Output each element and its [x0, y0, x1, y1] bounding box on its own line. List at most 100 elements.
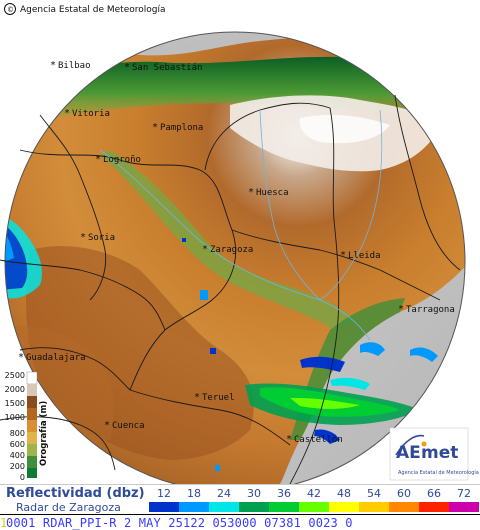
scale-swatch-54 [359, 502, 389, 512]
scale-swatch-66 [419, 502, 449, 512]
scale-swatch-60 [389, 502, 419, 512]
svg-text:*: * [398, 304, 404, 315]
iberian-range [26, 246, 254, 460]
svg-text:Logroño: Logroño [103, 155, 141, 165]
elevation-ramp-band3 [27, 408, 37, 420]
aemet-caption: Agencia Estatal de Meteorología [398, 469, 479, 476]
svg-text:Castellón: Castellón [294, 434, 343, 445]
svg-text:*: * [202, 244, 208, 255]
svg-text:Tarragona: Tarragona [406, 305, 455, 315]
elevation-tick-1000: 1000 [5, 413, 25, 422]
scale-swatch-30 [239, 502, 269, 512]
scale-label-36: 36 [277, 487, 291, 500]
scale-swatch-24 [209, 502, 239, 512]
scale-swatch-42 [299, 502, 329, 512]
scale-swatch-72 [449, 502, 479, 512]
svg-text:Pamplona: Pamplona [160, 123, 203, 133]
status-bar: 1 0001 RDAR_PPI-R 2 MAY 25122 053000 073… [0, 514, 480, 530]
svg-text:Zaragoza: Zaragoza [210, 245, 253, 255]
province-borders [0, 94, 461, 484]
svg-text:*: * [64, 108, 70, 119]
city-tarragona: * Tarragona [398, 304, 455, 315]
svg-text:*: * [95, 154, 101, 165]
coastal-plain [290, 298, 405, 440]
scale-swatch-18 [179, 502, 209, 512]
svg-text:*: * [286, 434, 292, 445]
city-vitoria: * Vitoria [64, 108, 110, 119]
aemet-swoosh-icon [395, 434, 425, 456]
northern-lowlands [5, 56, 465, 130]
svg-text:Bilbao: Bilbao [58, 61, 91, 71]
legend-subtitle: Radar de Zaragoza [16, 501, 121, 514]
scale-label-72: 72 [457, 487, 471, 500]
svg-text:Soria: Soria [88, 233, 115, 243]
scale-swatch-48 [329, 502, 359, 512]
status-text: 0001 RDAR_PPI-R 2 MAY 25122 053000 07381… [6, 516, 353, 530]
svg-text:*: * [248, 187, 254, 198]
city-cuenca: * Cuenca [104, 420, 145, 431]
elevation-ramp-band1 [27, 384, 37, 396]
svg-text:Guadalajara: Guadalajara [26, 353, 86, 363]
elevation-tick-2000: 2000 [5, 385, 25, 394]
svg-text:*: * [18, 352, 24, 363]
city-pamplona: * Pamplona [152, 122, 203, 133]
svg-text:San Sebastián: San Sebastián [132, 63, 202, 73]
copyright-mark: © [7, 6, 14, 14]
elevation-tick-200: 200 [10, 462, 25, 471]
elevation-ramp-white [26, 371, 38, 385]
svg-text:*: * [80, 232, 86, 243]
scale-label-24: 24 [217, 487, 231, 500]
svg-text:*: * [50, 60, 56, 71]
reflectivity-legend: Reflectividad (dbz) Radar de Zaragoza 12… [0, 484, 480, 515]
elevation-ramp-band8 [27, 468, 37, 478]
elevation-tick-400: 400 [10, 451, 25, 460]
status-level: 1 [0, 516, 8, 530]
svg-text:*: * [104, 420, 110, 431]
copyright-icon [4, 3, 16, 15]
agency-name: Agencia Estatal de Meteorología [20, 5, 166, 15]
elevation-ramp-band4 [27, 420, 37, 432]
map-header: © Agencia Estatal de Meteorología [4, 3, 166, 15]
elevation-ramp-band5 [27, 432, 37, 444]
elevation-tick-800: 800 [10, 429, 25, 438]
aemet-brand-b: met [421, 443, 458, 463]
svg-text:Vitoria: Vitoria [72, 109, 110, 119]
elevation-tick-2500: 2500 [5, 371, 25, 380]
city-san-sebastian: * San Sebastián [124, 62, 202, 73]
elevation-tick-600: 600 [10, 440, 25, 449]
city-soria: * Soria [80, 232, 115, 243]
ebro-valley [100, 150, 355, 330]
elevation-legend: 2500 2000 1500 1000 800 600 400 200 0 Or… [5, 371, 49, 482]
city-logrono: * Logroño [95, 154, 141, 165]
city-bilbao: * Bilbao [50, 60, 91, 71]
city-lleida: * Lleida [340, 250, 381, 261]
scale-label-18: 18 [187, 487, 201, 500]
scale-label-30: 30 [247, 487, 261, 500]
scale-label-42: 42 [307, 487, 321, 500]
city-zaragoza: * Zaragoza [202, 244, 253, 255]
scale-swatch-12 [149, 502, 179, 512]
elevation-ramp-band6 [27, 444, 37, 456]
city-castellon: * Castellón [286, 434, 343, 445]
svg-text:Lleida: Lleida [348, 251, 381, 261]
elevation-ramp-band7 [27, 456, 37, 468]
svg-text:*: * [340, 250, 346, 261]
legend-title: Reflectividad (dbz) [6, 486, 145, 501]
svg-text:*: * [152, 122, 158, 133]
scale-swatch-36 [269, 502, 299, 512]
radar-range-ring [4, 31, 466, 484]
svg-text:Cuenca: Cuenca [112, 421, 145, 431]
city-teruel: * Teruel [194, 392, 235, 403]
rivers [99, 109, 383, 341]
scale-label-60: 60 [397, 487, 411, 500]
scale-label-66: 66 [427, 487, 441, 500]
svg-text:Huesca: Huesca [256, 188, 289, 198]
elevation-tick-1500: 1500 [5, 399, 25, 408]
scale-label-54: 54 [367, 487, 381, 500]
elevation-ramp-band2 [27, 396, 37, 408]
svg-text:Teruel: Teruel [202, 393, 235, 403]
elevation-tick-0: 0 [20, 473, 25, 482]
aemet-brand-a: AE [396, 443, 421, 463]
svg-text:*: * [124, 62, 130, 73]
